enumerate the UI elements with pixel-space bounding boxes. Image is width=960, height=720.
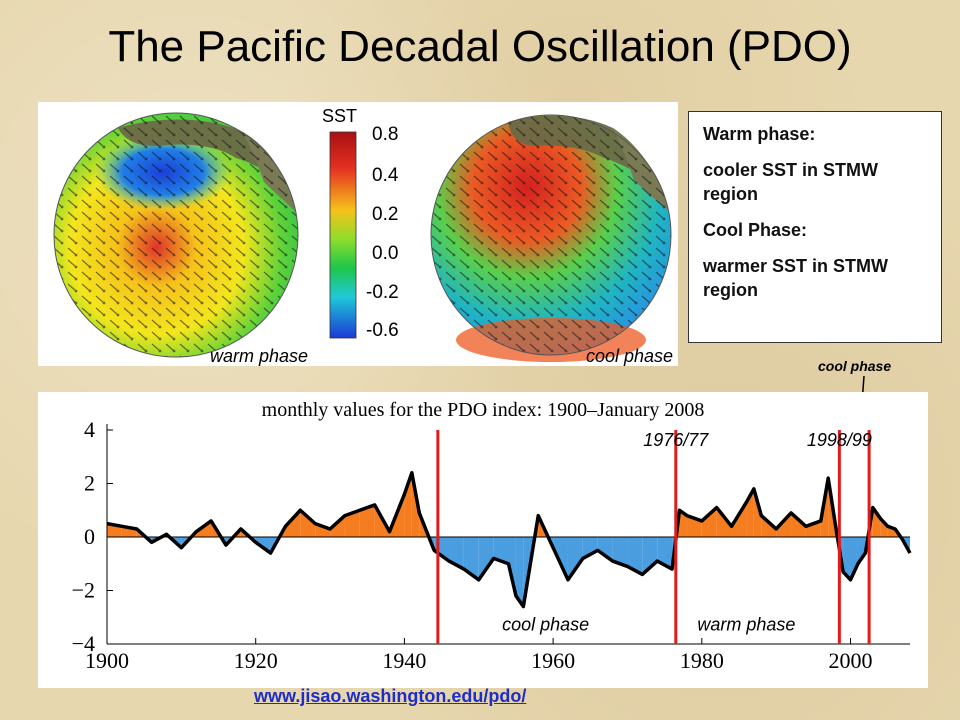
- colorbar-title: SST: [322, 106, 357, 126]
- sst-maps-figure: SST 0.8 0.4 0.2 0.0 -0.2 -0.6 warm phase…: [53, 106, 673, 366]
- pdo-index-chart: monthly values for the PDO index: 1900–J…: [72, 399, 912, 673]
- negative-area: [612, 537, 628, 567]
- negative-area: [463, 537, 479, 580]
- sst-maps-panel: SST 0.8 0.4 0.2 0.0 -0.2 -0.6 warm phase…: [38, 102, 678, 366]
- negative-area: [850, 537, 858, 580]
- negative-area: [857, 537, 866, 564]
- colorbar-tick: 0.2: [372, 204, 398, 225]
- positive-area: [880, 518, 888, 537]
- sst-colorbar: SST 0.8 0.4 0.2 0.0 -0.2 -0.6: [322, 106, 399, 341]
- positive-area: [359, 504, 375, 537]
- y-tick-label: 0: [84, 524, 95, 549]
- warm-phase-globe: [53, 112, 299, 358]
- cool-phase-globe: [430, 114, 672, 362]
- cool-phase-text: warmer SST in STMW region: [703, 256, 889, 300]
- colorbar-tick: 0.4: [372, 165, 399, 186]
- x-tick-label: 1980: [680, 648, 724, 673]
- negative-area: [493, 537, 509, 564]
- cool-phase-heading: Cool Phase:: [703, 220, 808, 240]
- colorbar-tick: 0.0: [372, 243, 398, 264]
- negative-area: [449, 537, 464, 570]
- cool-phase-caption: cool phase: [586, 346, 673, 366]
- phase-info-box: Warm phase: cooler SST in STMW region Co…: [688, 111, 942, 343]
- positive-area: [404, 472, 412, 537]
- colorbar-tick: -0.2: [366, 282, 399, 303]
- positive-area: [315, 523, 331, 537]
- negative-area: [181, 537, 192, 548]
- positive-area: [679, 510, 687, 537]
- regime-label: warm phase: [697, 615, 795, 635]
- chart-title: monthly values for the PDO index: 1900–J…: [262, 399, 705, 421]
- x-tick-label: 1940: [382, 648, 426, 673]
- slide-title: The Pacific Decadal Oscillation (PDO): [108, 22, 852, 71]
- negative-area: [657, 537, 673, 570]
- regime-label: cool phase: [502, 615, 589, 635]
- y-tick-label: −4: [72, 631, 95, 656]
- plot-area: [106, 471, 912, 609]
- warm-phase-text: cooler SST in STMW region: [703, 160, 879, 204]
- x-tick-label: 1920: [234, 648, 278, 673]
- source-link[interactable]: www.jisao.washington.edu/pdo/: [254, 686, 527, 706]
- negative-area: [642, 537, 658, 575]
- negative-area: [169, 537, 182, 548]
- regime-label: 1998/99: [807, 430, 872, 450]
- pdo-chart-panel: monthly values for the PDO index: 1900–J…: [38, 392, 928, 688]
- positive-area: [872, 507, 881, 537]
- positive-area: [791, 512, 806, 537]
- cool-phase-annotation: cool phase: [818, 358, 892, 374]
- positive-area: [300, 510, 316, 537]
- x-tick-label: 2000: [829, 648, 873, 673]
- y-tick-label: 4: [84, 417, 95, 442]
- positive-area: [240, 528, 250, 537]
- negative-area: [597, 537, 613, 562]
- colorbar-tick: 0.8: [372, 124, 398, 145]
- positive-area: [344, 510, 360, 537]
- warm-phase-caption: warm phase: [210, 346, 308, 366]
- negative-area: [548, 537, 554, 548]
- regime-label: 1976/77: [643, 430, 709, 450]
- x-tick-label: 1900: [85, 648, 129, 673]
- x-tick-label: 1960: [531, 648, 575, 673]
- negative-area: [843, 537, 851, 580]
- smoothed-pdo-line: [106, 471, 912, 609]
- colorbar-tick: -0.6: [366, 320, 399, 341]
- negative-area: [478, 537, 494, 580]
- y-tick-label: −2: [72, 578, 95, 603]
- negative-area: [567, 537, 583, 580]
- positive-area: [701, 507, 717, 537]
- y-tick-label: 2: [84, 471, 95, 496]
- warm-phase-heading: Warm phase:: [703, 124, 816, 144]
- positive-area: [233, 528, 241, 537]
- chart-overlays: 1976/77 1998/99 cool phase warm phase: [436, 430, 872, 644]
- negative-area: [225, 537, 234, 546]
- negative-area: [582, 537, 598, 559]
- positive-area: [285, 510, 301, 537]
- negative-area: [515, 537, 524, 607]
- negative-area: [221, 537, 226, 546]
- negative-area: [627, 537, 643, 575]
- positive-area: [136, 528, 146, 537]
